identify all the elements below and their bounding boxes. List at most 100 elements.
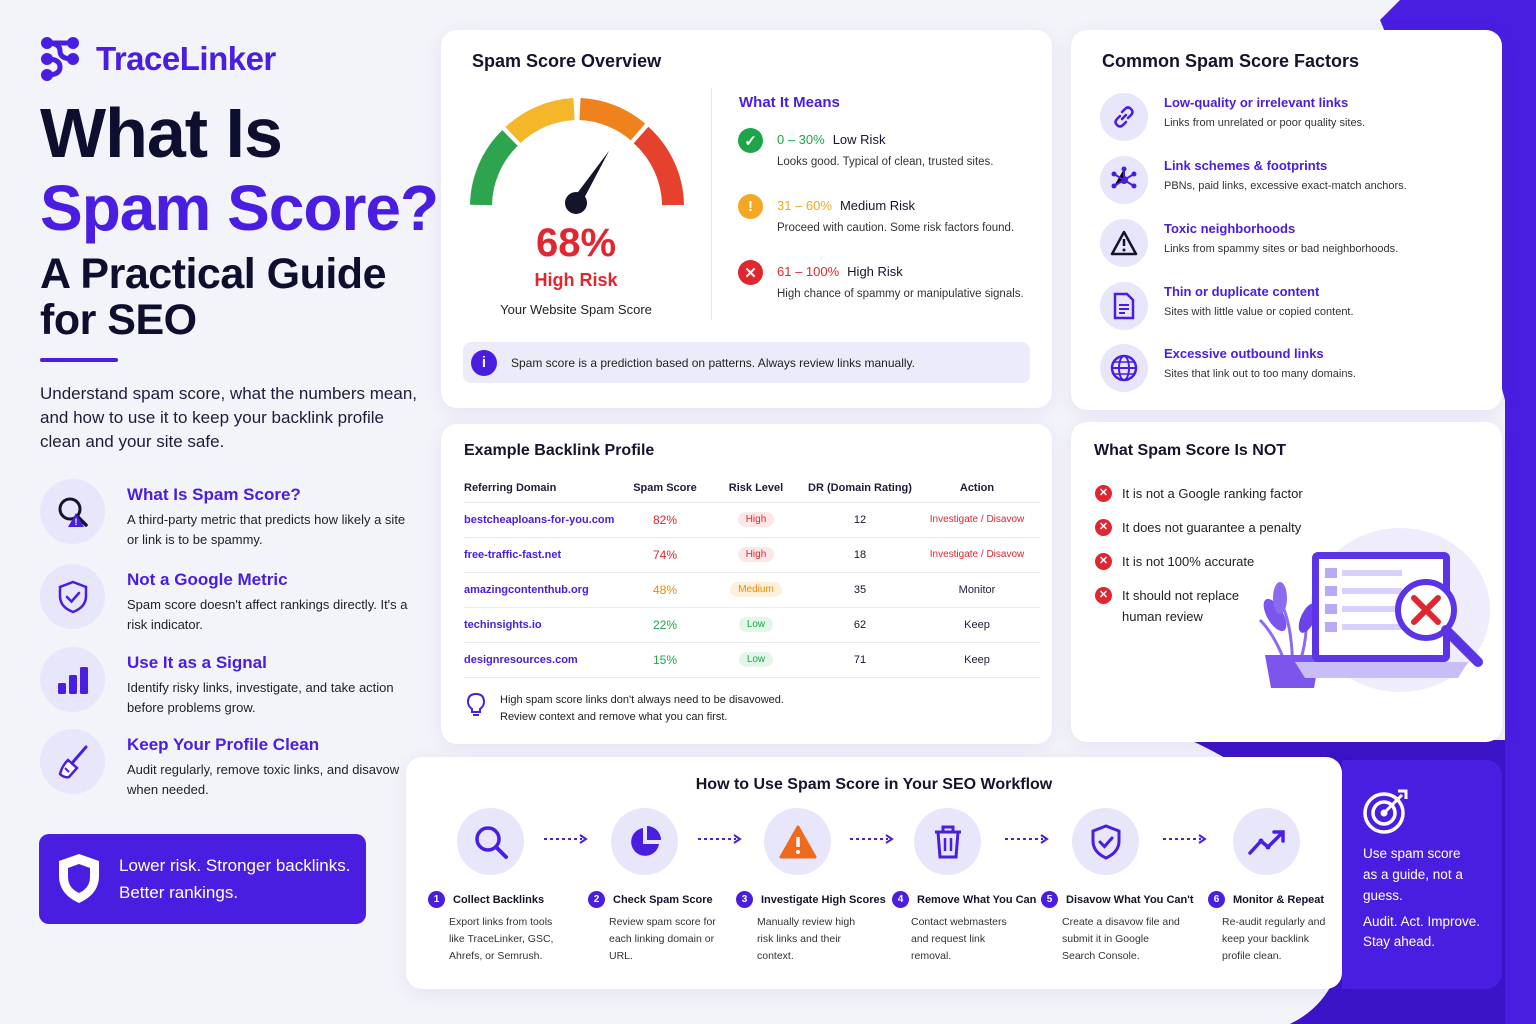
backlink-tip: High spam score links don't always need … bbox=[466, 692, 784, 726]
x-icon: ✕ bbox=[1095, 519, 1112, 536]
risk-label: Low Risk bbox=[832, 132, 886, 147]
feature-not-google: Not a Google Metric Spam score doesn't af… bbox=[40, 564, 410, 635]
not-item: ✕ It should not replace human review bbox=[1095, 585, 1255, 627]
feature-signal: Use It as a Signal Identify risky links, … bbox=[40, 647, 410, 718]
risk-badge: Low bbox=[738, 652, 774, 667]
domain-cell[interactable]: free-traffic-fast.net bbox=[464, 537, 624, 573]
table-row[interactable]: free-traffic-fast.net 74% High 18 Investigat… bbox=[464, 537, 1040, 573]
step-desc: Manually review high risk links and thei… bbox=[757, 916, 856, 962]
table-row[interactable]: designresources.com 15% Low 71 Keep bbox=[464, 642, 1040, 678]
search-warning-icon: ! bbox=[40, 479, 105, 544]
side-cta: Use spam score as a guide, not a guess. … bbox=[1342, 760, 1502, 989]
link-icon bbox=[1100, 93, 1148, 141]
arrow-icon bbox=[1005, 834, 1049, 844]
table-row[interactable]: bestcheaploans-for-you.com 82% High 12 Inves… bbox=[464, 502, 1040, 538]
step-6 bbox=[1233, 808, 1393, 875]
not-text: It is not a Google ranking factor bbox=[1122, 486, 1303, 501]
laptop-illustration bbox=[1258, 528, 1490, 692]
step-title-text: Monitor & Repeat bbox=[1233, 893, 1325, 906]
feature-clean: Keep Your Profile Clean Audit regularly, … bbox=[40, 729, 410, 800]
step-number: 3 bbox=[736, 891, 753, 908]
not-item: ✕ It is not a Google ranking factor bbox=[1095, 483, 1303, 504]
risk-label: High Risk bbox=[847, 264, 903, 279]
score-cell: 22% bbox=[624, 607, 706, 643]
subheadline-line-1: A Practical Guide bbox=[40, 250, 386, 298]
note-text: Spam score is a prediction based on patt… bbox=[511, 355, 915, 370]
step-desc: Create a disavow file and submit it in G… bbox=[1062, 916, 1180, 962]
feature-desc: A third-party metric that predicts how l… bbox=[127, 512, 406, 547]
cta-line-2: Better rankings. bbox=[119, 883, 239, 902]
overview-note: i Spam score is a prediction based on pa… bbox=[463, 342, 1030, 383]
step-number: 4 bbox=[892, 891, 909, 908]
tip-line-2: Review context and remove what you can f… bbox=[500, 711, 728, 723]
col-action: Action bbox=[914, 474, 1040, 503]
score-cell: 48% bbox=[624, 572, 706, 608]
broom-icon bbox=[40, 729, 105, 794]
risk-range: 0 – 30% bbox=[777, 132, 825, 147]
arrow-icon bbox=[698, 834, 742, 844]
domain-cell[interactable]: amazingcontenthub.org bbox=[464, 572, 624, 608]
dr-cell: 62 bbox=[806, 607, 914, 643]
spam-score-value: 68% bbox=[535, 221, 617, 265]
not-text: It should not replace human review bbox=[1122, 588, 1240, 624]
factor-title: Toxic neighborhoods bbox=[1164, 221, 1296, 236]
step-desc: Export links from tools like TraceLinker… bbox=[449, 916, 554, 962]
domain-cell[interactable]: designresources.com bbox=[464, 642, 624, 678]
factor-title: Excessive outbound links bbox=[1164, 346, 1324, 361]
action-cell: Investigate / Disavow bbox=[914, 502, 1040, 538]
col-score: Spam Score bbox=[624, 474, 706, 503]
risk-label: Medium Risk bbox=[839, 198, 916, 213]
risk-cell: Medium bbox=[706, 572, 806, 608]
step-title: 2 Check Spam Score bbox=[588, 891, 713, 908]
alert-icon bbox=[764, 808, 831, 875]
shield-check-icon bbox=[40, 564, 105, 629]
factor-item: Thin or duplicate content Sites with litt… bbox=[1100, 282, 1354, 330]
step-3 bbox=[764, 808, 924, 875]
brand-logo[interactable]: TraceLinker bbox=[40, 36, 276, 82]
domain-cell[interactable]: bestcheaploans-for-you.com bbox=[464, 502, 624, 538]
subheadline: A Practical Guide for SEO bbox=[40, 250, 386, 343]
gauge-needle bbox=[571, 150, 610, 206]
dr-cell: 12 bbox=[806, 502, 914, 538]
warning-icon bbox=[1100, 219, 1148, 267]
side-cta-line-1: Use spam score as a guide, not a guess. bbox=[1363, 846, 1463, 903]
arrow-icon bbox=[1163, 834, 1207, 844]
step-number: 2 bbox=[588, 891, 605, 908]
action-cell: Monitor bbox=[914, 572, 1040, 608]
workflow-title: How to Use Spam Score in Your SEO Workfl… bbox=[695, 776, 1053, 793]
factor-desc: PBNs, paid links, excessive exact-match … bbox=[1164, 180, 1407, 192]
headline-line-2: Spam Score? bbox=[40, 172, 439, 244]
step-title: 3 Investigate High Scores bbox=[736, 891, 886, 908]
x-icon: ✕ bbox=[1095, 485, 1112, 502]
domain-cell[interactable]: techinsights.io bbox=[464, 607, 624, 643]
logo-icon bbox=[41, 37, 79, 81]
not-item: ✕ It is not 100% accurate bbox=[1095, 551, 1254, 572]
step-title: 1 Collect Backlinks bbox=[428, 891, 544, 908]
table-row[interactable]: amazingcontenthub.org 48% Medium 35 Monitor bbox=[464, 572, 1040, 608]
factor-item: Excessive outbound links Sites that link … bbox=[1100, 344, 1356, 392]
action-cell: Keep bbox=[914, 607, 1040, 643]
backlink-table: Referring Domain Spam Score Risk Level D… bbox=[464, 474, 1040, 678]
factor-title: Link schemes & footprints bbox=[1164, 158, 1328, 173]
not-text: It is not 100% accurate bbox=[1122, 554, 1255, 569]
step-4 bbox=[914, 808, 1074, 875]
step-title: 4 Remove What You Can bbox=[892, 891, 1036, 908]
step-desc: Review spam score for each linking domai… bbox=[609, 916, 716, 962]
arrow-icon bbox=[850, 834, 894, 844]
not-item: ✕ It does not guarantee a penalty bbox=[1095, 517, 1301, 538]
step-number: 6 bbox=[1208, 891, 1225, 908]
risk-desc: Proceed with caution. Some risk factors … bbox=[777, 222, 1015, 234]
feature-desc: Spam score doesn't affect rankings direc… bbox=[127, 597, 408, 632]
dr-cell: 35 bbox=[806, 572, 914, 608]
step-number: 1 bbox=[428, 891, 445, 908]
table-row[interactable]: techinsights.io 22% Low 62 Keep bbox=[464, 607, 1040, 643]
step-title: 5 Disavow What You Can't bbox=[1041, 891, 1194, 908]
factor-item: Link schemes & footprints PBNs, paid link… bbox=[1100, 156, 1407, 204]
risk-range: 31 – 60% bbox=[777, 198, 832, 213]
spam-score-caption: Your Website Spam Score bbox=[500, 302, 652, 317]
step-desc: Contact webmasters and request link remo… bbox=[911, 916, 1007, 962]
feature-title: Use It as a Signal bbox=[127, 653, 267, 672]
score-cell: 15% bbox=[624, 642, 706, 678]
lightbulb-icon bbox=[466, 692, 486, 716]
risk-cell: Low bbox=[706, 642, 806, 678]
